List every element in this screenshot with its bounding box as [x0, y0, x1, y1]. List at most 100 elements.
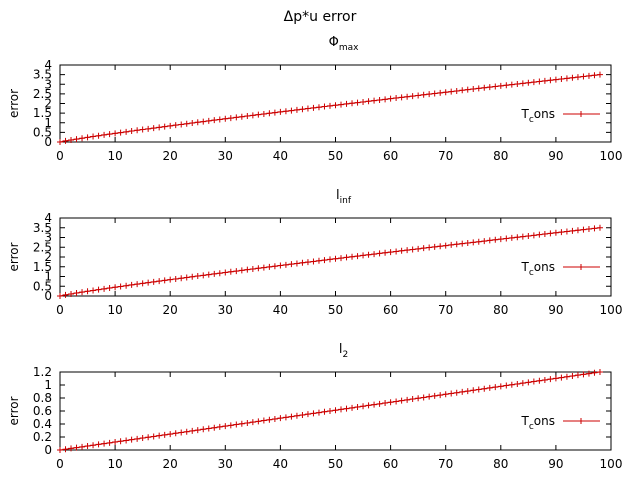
data-point	[514, 80, 521, 87]
data-point	[371, 251, 378, 258]
y-tick-label: 2.5	[33, 87, 52, 101]
data-point	[404, 396, 411, 403]
x-tick-label: 60	[383, 149, 398, 163]
data-point	[205, 425, 212, 432]
data-point	[288, 413, 295, 420]
data-point	[585, 72, 592, 79]
data-point	[376, 250, 383, 257]
data-point	[442, 242, 449, 249]
x-tick-label: 90	[548, 149, 563, 163]
data-point	[596, 224, 603, 231]
data-point	[134, 281, 141, 288]
data-point	[470, 86, 477, 93]
data-point	[271, 415, 278, 422]
data-point	[574, 372, 581, 379]
data-point	[448, 390, 455, 397]
data-point	[415, 395, 422, 402]
data-point	[299, 259, 306, 266]
data-point	[525, 379, 532, 386]
legend-marker	[578, 418, 584, 424]
data-point	[580, 371, 587, 378]
data-point	[139, 280, 146, 287]
data-point	[244, 113, 251, 120]
data-point	[563, 373, 570, 380]
data-point	[194, 119, 201, 126]
data-point	[453, 87, 460, 94]
data-point	[453, 241, 460, 248]
data-point	[475, 386, 482, 393]
data-point	[596, 369, 603, 375]
data-point	[145, 279, 152, 286]
legend-label-1: Tcons	[521, 260, 556, 278]
data-point	[503, 82, 510, 89]
data-point	[233, 421, 240, 428]
y-tick-label: 2	[44, 97, 52, 111]
data-point	[420, 91, 427, 98]
data-point	[167, 276, 174, 283]
data-point	[134, 435, 141, 442]
data-point	[497, 383, 504, 390]
data-point	[79, 289, 86, 296]
chart-title-2-main: l	[339, 342, 343, 357]
data-point	[200, 426, 207, 433]
data-point	[106, 131, 113, 138]
data-point	[183, 428, 190, 435]
data-point	[591, 225, 598, 232]
data-point	[393, 248, 400, 255]
data-point	[415, 245, 422, 252]
x-tick-label: 0	[56, 457, 64, 471]
data-point	[172, 122, 179, 129]
data-point	[62, 291, 69, 298]
x-tick-label: 30	[218, 457, 233, 471]
data-point	[349, 404, 356, 411]
data-point	[376, 96, 383, 103]
data-point	[409, 396, 416, 403]
data-point	[437, 89, 444, 96]
data-point	[260, 417, 267, 424]
data-point	[360, 252, 367, 259]
legend-label-2: Tcons	[521, 414, 556, 432]
data-point	[503, 382, 510, 389]
figure-title: Δp*u error	[284, 9, 357, 25]
x-tick-label: 80	[493, 303, 508, 317]
data-point	[134, 127, 141, 134]
data-point	[123, 437, 130, 444]
data-point	[453, 389, 460, 396]
data-point	[393, 398, 400, 405]
data-point	[326, 102, 333, 109]
data-point	[459, 240, 466, 247]
y-tick-label: 1	[44, 270, 52, 284]
data-point	[106, 439, 113, 446]
data-point	[299, 411, 306, 418]
data-point	[128, 128, 135, 135]
data-point	[393, 95, 400, 102]
y-tick-label: 2	[44, 250, 52, 264]
data-point	[519, 233, 526, 240]
x-tick-label: 70	[438, 457, 453, 471]
x-tick-label: 50	[328, 303, 343, 317]
data-point	[128, 281, 135, 288]
data-point	[442, 89, 449, 96]
data-point	[530, 79, 537, 86]
data-point	[360, 403, 367, 410]
data-point	[128, 436, 135, 443]
data-point	[211, 270, 218, 277]
chart-panel-2: l20 10 20 30 40 50 60 70 80 90 10000.20.40.60.811.…	[7, 342, 622, 471]
data-point	[387, 249, 394, 256]
x-tick-label: 0	[56, 303, 64, 317]
legend-label-2-sub: c	[529, 422, 534, 432]
data-point	[508, 81, 515, 88]
data-point	[486, 384, 493, 391]
data-point	[216, 423, 223, 430]
data-point	[194, 273, 201, 280]
y-tick-label: 4	[44, 58, 52, 72]
x-tick-label: 80	[493, 457, 508, 471]
data-point	[167, 431, 174, 438]
data-point	[580, 73, 587, 80]
x-tick-label: 50	[328, 457, 343, 471]
data-point	[189, 273, 196, 280]
data-point	[409, 93, 416, 100]
data-point	[382, 96, 389, 103]
data-point	[161, 431, 168, 438]
data-point	[563, 75, 570, 82]
